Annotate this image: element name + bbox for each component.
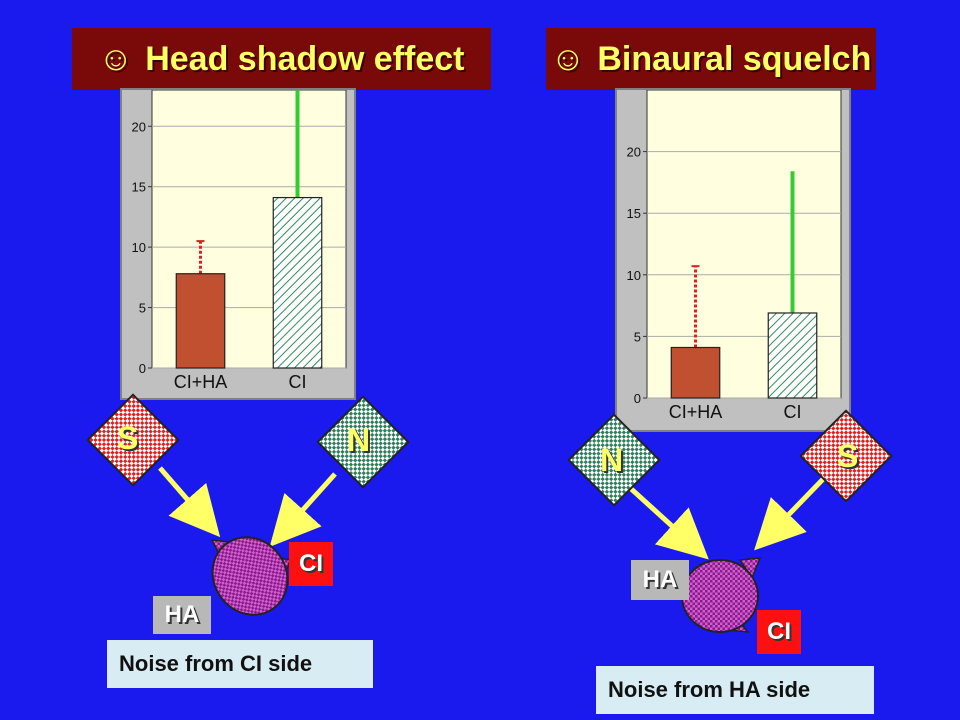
signal-sign-left [86, 393, 180, 487]
bar-ci [272, 196, 323, 369]
title-text: Head shadow effect [145, 39, 465, 78]
y-tick-label: 15 [627, 206, 641, 221]
ci-tag-left: CI [289, 542, 333, 586]
y-tick-label: 15 [132, 180, 146, 195]
title-binaural-squelch: ☺ Binaural squelch [546, 28, 876, 90]
y-tick-label: 0 [634, 391, 641, 406]
arrow-noise-left [269, 472, 337, 547]
x-tick-label: CI [289, 372, 307, 392]
head-left [210, 536, 291, 616]
chart-right: 0 5 10 15 20 CI+HA CI [615, 88, 851, 432]
bar-ci [767, 312, 818, 399]
sign-letter-right-2: S [837, 438, 859, 474]
noise-sign-right [567, 413, 661, 507]
y-tick-label: 5 [634, 329, 641, 344]
x-tick-label: CI+HA [174, 372, 228, 392]
signal-sign-right [799, 409, 893, 503]
ci-tag-right: CI [757, 610, 801, 654]
head-right [681, 557, 762, 633]
smiley-icon: ☺ [98, 39, 134, 78]
arrow-signal-left [158, 466, 221, 538]
y-tick-label: 5 [139, 301, 146, 316]
sign-letter-left-2: N [347, 422, 371, 458]
noise-sign-left [316, 395, 410, 489]
caption-right: Noise from HA side [596, 666, 874, 714]
chart-right-svg: 0 5 10 15 20 CI+HA CI [627, 90, 842, 422]
title-text: Binaural squelch [597, 39, 872, 78]
x-tick-label: CI+HA [669, 402, 723, 422]
sign-letter-left-1: S [117, 420, 139, 456]
smiley-icon: ☺ [550, 39, 586, 78]
chart-left: 0 5 10 15 20 CI+HA CI [120, 88, 356, 400]
x-tick-label: CI [784, 402, 802, 422]
sign-letter-right-1: N [600, 442, 624, 478]
arrow-noise-right [626, 484, 709, 560]
bar-ci-ha [670, 346, 721, 399]
bar-ci-ha [175, 273, 226, 369]
y-tick-label: 20 [132, 119, 146, 134]
title-head-shadow: ☺ Head shadow effect [72, 28, 491, 90]
ha-tag-left: HA [153, 596, 211, 634]
ha-tag-right: HA [631, 560, 689, 600]
caption-left: Noise from CI side [107, 640, 373, 688]
chart-left-svg: 0 5 10 15 20 CI+HA CI [132, 90, 347, 392]
y-tick-label: 0 [139, 361, 146, 376]
y-tick-label: 20 [627, 145, 641, 160]
y-tick-label: 10 [627, 268, 641, 283]
arrow-signal-right [754, 472, 830, 551]
y-tick-label: 10 [132, 240, 146, 255]
